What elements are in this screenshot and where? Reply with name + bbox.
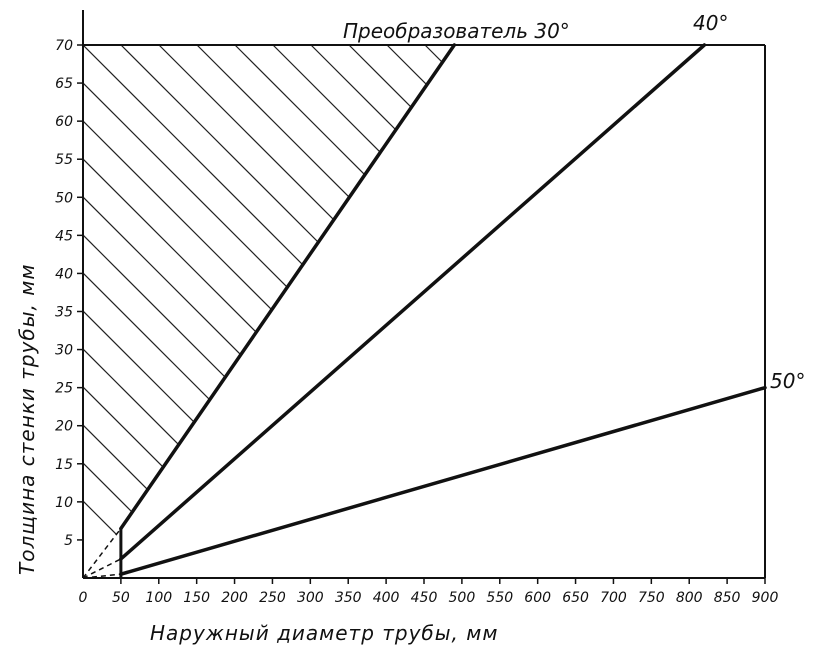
y-tick-label: 45 [55,228,73,244]
hatch-line [83,45,272,576]
x-tick-label: 500 [449,590,476,606]
x-tick-label: 0 [79,590,88,606]
y-tick-label: 5 [64,533,73,549]
y-axis-title: Толщина стенки трубы, мм [15,264,39,575]
hatch-line [424,45,455,576]
y-tick-label: 10 [55,495,73,511]
y-tick-label: 70 [55,38,73,54]
x-tick-label: 400 [373,590,400,606]
hatch-line [691,45,822,575]
x-tick-label: 600 [524,590,551,606]
x-tick-label: 900 [752,590,779,606]
x-tick-label: 350 [335,590,362,606]
hatch-line [501,45,822,575]
hatch-line [653,45,822,575]
y-tick-label: 55 [55,152,73,168]
x-tick-label: 100 [145,590,172,606]
hatch-line [83,45,455,576]
x-axis-title: Наружный диаметр трубы, мм [150,621,498,645]
hatch-line [83,45,196,576]
y-tick-label: 50 [55,190,73,206]
hatch-line [615,45,822,575]
series-line-0 [119,43,457,531]
y-tick-label: 40 [55,266,73,282]
hatch-line [83,45,455,576]
x-tick-label: 850 [714,590,741,606]
hatch-line [539,45,822,575]
x-tick-label: 450 [411,590,438,606]
hatch-line [805,45,822,575]
hatch-line [83,45,455,576]
y-tick-label: 15 [55,457,73,473]
series-dash-0 [82,528,122,579]
x-tick-label: 200 [221,590,248,606]
hatch-line [348,45,455,576]
hatch-line [196,45,455,576]
hatch-line [158,45,455,576]
x-tick-label: 150 [183,590,210,606]
x-tick-label: 50 [112,590,130,606]
hatch-line [272,45,455,576]
y-tick-label: 35 [55,305,73,321]
x-tick-label: 800 [676,590,703,606]
hatched-region [83,45,822,576]
hatch-line [83,45,234,576]
x-tick-label: 750 [638,590,665,606]
x-tick-label: 650 [562,590,589,606]
x-tick-label: 550 [486,590,513,606]
y-tick-label: 30 [55,343,73,359]
x-tick-label: 300 [297,590,324,606]
y-tick-label: 20 [55,419,73,435]
hatch-line [83,45,348,576]
hatch-line [83,45,310,576]
series-label-2: 50° [770,369,805,393]
series-dash-1 [82,558,122,579]
hatch-line [767,45,822,575]
x-tick-label: 700 [600,590,627,606]
hatch-line [234,45,455,576]
series-label-0: Преобразователь 30° [343,19,570,43]
series-dash-2 [82,573,121,579]
hatch-line [120,45,455,576]
hatch-line [386,45,455,576]
hatch-line [463,45,822,575]
y-tick-label: 65 [55,76,73,92]
y-tick-label: 25 [55,381,73,397]
y-tick-label: 60 [55,114,73,130]
x-tick-label: 250 [259,590,286,606]
hatch-line [729,45,822,575]
series-line-1 [119,43,707,561]
series-line-2 [119,385,767,576]
series-label-1: 40° [693,11,728,35]
